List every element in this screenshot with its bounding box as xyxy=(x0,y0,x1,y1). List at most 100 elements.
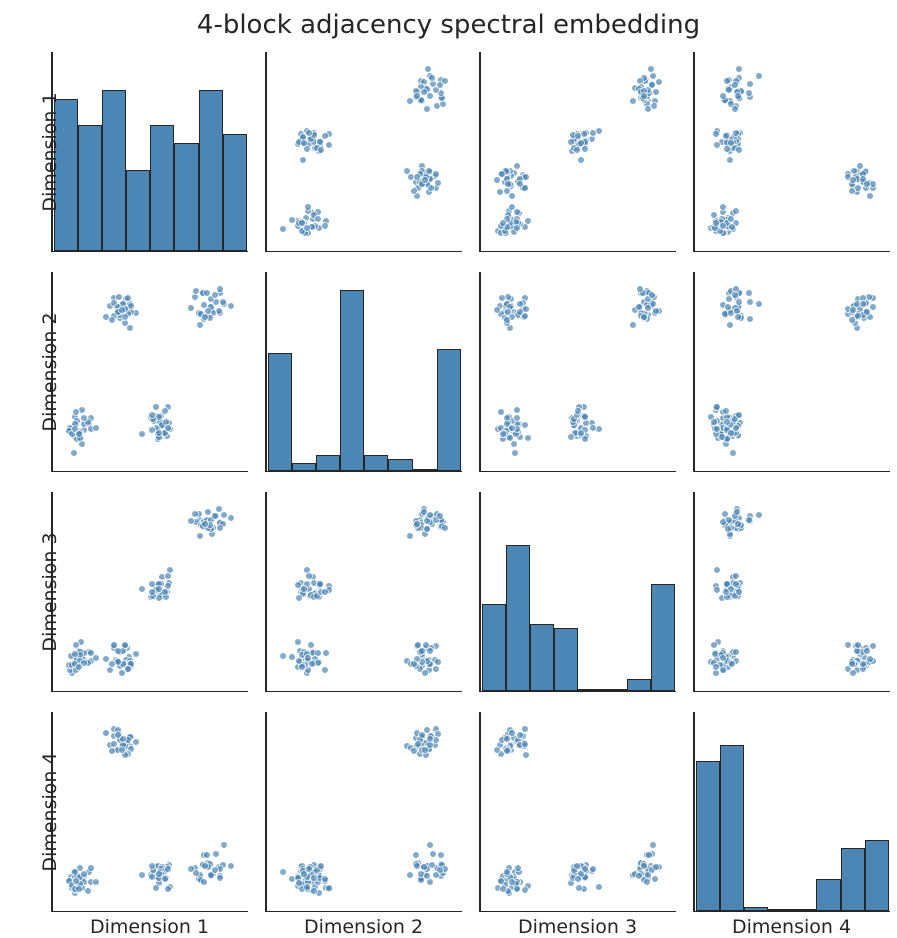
scatter-point xyxy=(410,747,418,755)
hist-bar xyxy=(744,907,768,911)
scatter-point xyxy=(510,440,518,448)
scatter-point xyxy=(513,414,521,422)
scatter-point xyxy=(735,588,743,596)
hist-bar xyxy=(720,745,744,910)
scatter-point xyxy=(307,641,315,649)
scatter-point xyxy=(713,566,721,574)
scatter-point xyxy=(300,139,308,147)
scatter-point xyxy=(200,878,208,886)
hist-bar xyxy=(268,353,292,471)
hist-bar xyxy=(768,909,792,911)
scatter-point xyxy=(155,429,163,437)
scatter-point xyxy=(84,887,92,895)
scatter-point xyxy=(121,641,129,649)
scatter-point xyxy=(727,215,735,223)
scatter-point xyxy=(513,406,521,414)
scatter-point xyxy=(325,884,333,892)
hist-bar xyxy=(530,624,554,691)
scatter-point xyxy=(204,508,212,516)
scatter-point xyxy=(649,841,657,849)
scatter-point xyxy=(406,532,414,540)
hist-bar xyxy=(865,840,889,911)
scatter-point xyxy=(421,669,429,677)
scatter-point xyxy=(71,868,79,876)
scatter-point xyxy=(755,511,763,519)
hist-bar xyxy=(126,170,150,250)
scatter-point xyxy=(503,316,511,324)
scatter-point xyxy=(735,65,743,73)
scatter-point xyxy=(279,225,287,233)
scatter-panel-2-4 xyxy=(693,272,890,472)
scatter-panel-3-2 xyxy=(265,492,462,692)
scatter-point xyxy=(719,222,727,230)
scatter-point xyxy=(92,878,100,886)
scatter-point xyxy=(321,666,329,674)
scatter-point xyxy=(161,588,169,596)
scatter-point xyxy=(581,413,589,421)
scatter-point xyxy=(148,411,156,419)
scatter-point xyxy=(645,851,653,859)
hist-bar xyxy=(316,455,340,471)
hist-bar xyxy=(627,679,651,691)
hist-bar xyxy=(437,349,461,471)
hist-bar xyxy=(554,628,578,691)
scatter-point xyxy=(863,308,871,316)
hist-panel-dim3 xyxy=(479,492,676,692)
scatter-point xyxy=(635,303,643,311)
scatter-panel-3-1 xyxy=(51,492,248,692)
scatter-point xyxy=(138,430,146,438)
hist-bar xyxy=(578,689,602,691)
scatter-point xyxy=(728,223,736,231)
hist-bar xyxy=(174,143,198,250)
scatter-point xyxy=(187,865,195,873)
scatter-point xyxy=(503,187,511,195)
scatter-point xyxy=(211,866,219,874)
scatter-point xyxy=(575,884,583,892)
scatter-point xyxy=(745,516,753,524)
scatter-point xyxy=(635,872,643,880)
scatter-point xyxy=(849,306,857,314)
scatter-point xyxy=(863,647,871,655)
scatter-point xyxy=(300,585,308,593)
scatter-point xyxy=(305,572,313,580)
scatter-point xyxy=(216,874,224,882)
scatter-point xyxy=(735,146,743,154)
scatter-point xyxy=(75,663,83,671)
scatter-point xyxy=(72,408,80,416)
scatter-point xyxy=(118,306,126,314)
scatter-point xyxy=(848,316,856,324)
scatter-point xyxy=(863,180,871,188)
scatter-panel-4-3 xyxy=(479,712,676,912)
scatter-point xyxy=(732,207,740,215)
scatter-point xyxy=(732,129,740,137)
scatter-point xyxy=(92,424,100,432)
scatter-point xyxy=(321,588,329,596)
scatter-point xyxy=(640,862,648,870)
col-label-dim1: Dimension 1 xyxy=(51,916,248,938)
hist-bar xyxy=(223,134,247,250)
scatter-point xyxy=(220,841,228,849)
scatter-point xyxy=(305,129,313,137)
scatter-point xyxy=(310,887,318,895)
scatter-point xyxy=(516,180,524,188)
scatter-point xyxy=(574,132,582,140)
row-label-dim1: Dimension 1 xyxy=(39,52,61,252)
scatter-point xyxy=(108,660,116,668)
scatter-point xyxy=(196,532,204,540)
scatter-point xyxy=(574,875,582,883)
scatter-point xyxy=(731,291,739,299)
scatter-point xyxy=(734,92,742,100)
hist-bar xyxy=(199,90,223,251)
scatter-point xyxy=(731,105,739,113)
scatter-point xyxy=(321,222,329,230)
scatter-point xyxy=(108,747,116,755)
scatter-point xyxy=(418,731,426,739)
hist-bar xyxy=(696,761,720,910)
scatter-point xyxy=(849,176,857,184)
scatter-point xyxy=(298,219,306,227)
scatter-point xyxy=(322,649,330,657)
scatter-point xyxy=(719,654,727,662)
scatter-point xyxy=(152,884,160,892)
scatter-point xyxy=(423,517,431,525)
scatter-point xyxy=(629,321,637,329)
